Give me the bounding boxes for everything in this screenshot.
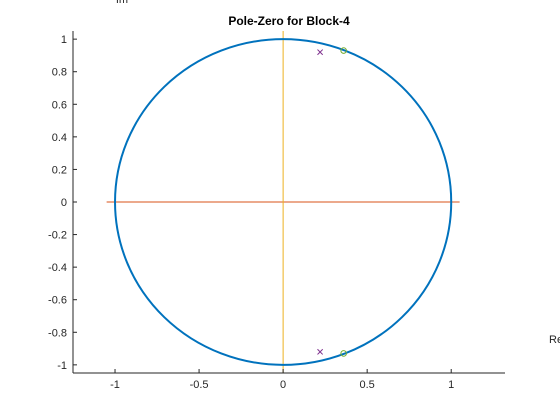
x-tick-label: 0 [280,379,286,391]
y-tick-label: -0.6 [48,295,67,307]
unit-circle-group [114,38,453,366]
pole-marker [317,348,324,355]
y-tick-label: 0 [61,197,67,209]
y-tick-label: 1 [61,34,67,46]
x-axis-label: Re [549,334,560,346]
unit-circle [114,38,453,366]
y-tick-label: 0.2 [52,164,67,176]
y-tick-label: -0.4 [48,262,67,274]
chart-title: Pole-Zero for Block-4 [228,14,350,28]
pole-marker [317,49,324,56]
y-tick-label: 0.4 [52,132,67,144]
y-tick-label: 0.6 [52,99,67,111]
x-tick-label: 1 [448,379,454,391]
y-tick-label: -1 [57,360,67,372]
x-tick-label: -1 [110,379,120,391]
y-tick-label: -0.8 [48,327,67,339]
reference-lines [106,31,460,373]
x-tick-label: 0.5 [360,379,375,391]
x-tick-label: -0.5 [190,379,209,391]
pole-stroke [317,348,324,355]
pole-zero-markers [317,47,347,357]
zero-marker [340,47,347,54]
x-ticks: -1 -0.5 0 0.5 1 [110,369,454,391]
y-ticks: 1 0.8 0.6 0.4 0.2 0 -0.2 -0.4 -0.6 -0.8 -1 [48,34,77,372]
zero-marker [340,350,347,357]
y-axis-label: Im [116,0,128,6]
y-tick-label: 0.8 [52,67,67,79]
pole-stroke [317,49,324,56]
y-tick-label: -0.2 [48,230,67,242]
